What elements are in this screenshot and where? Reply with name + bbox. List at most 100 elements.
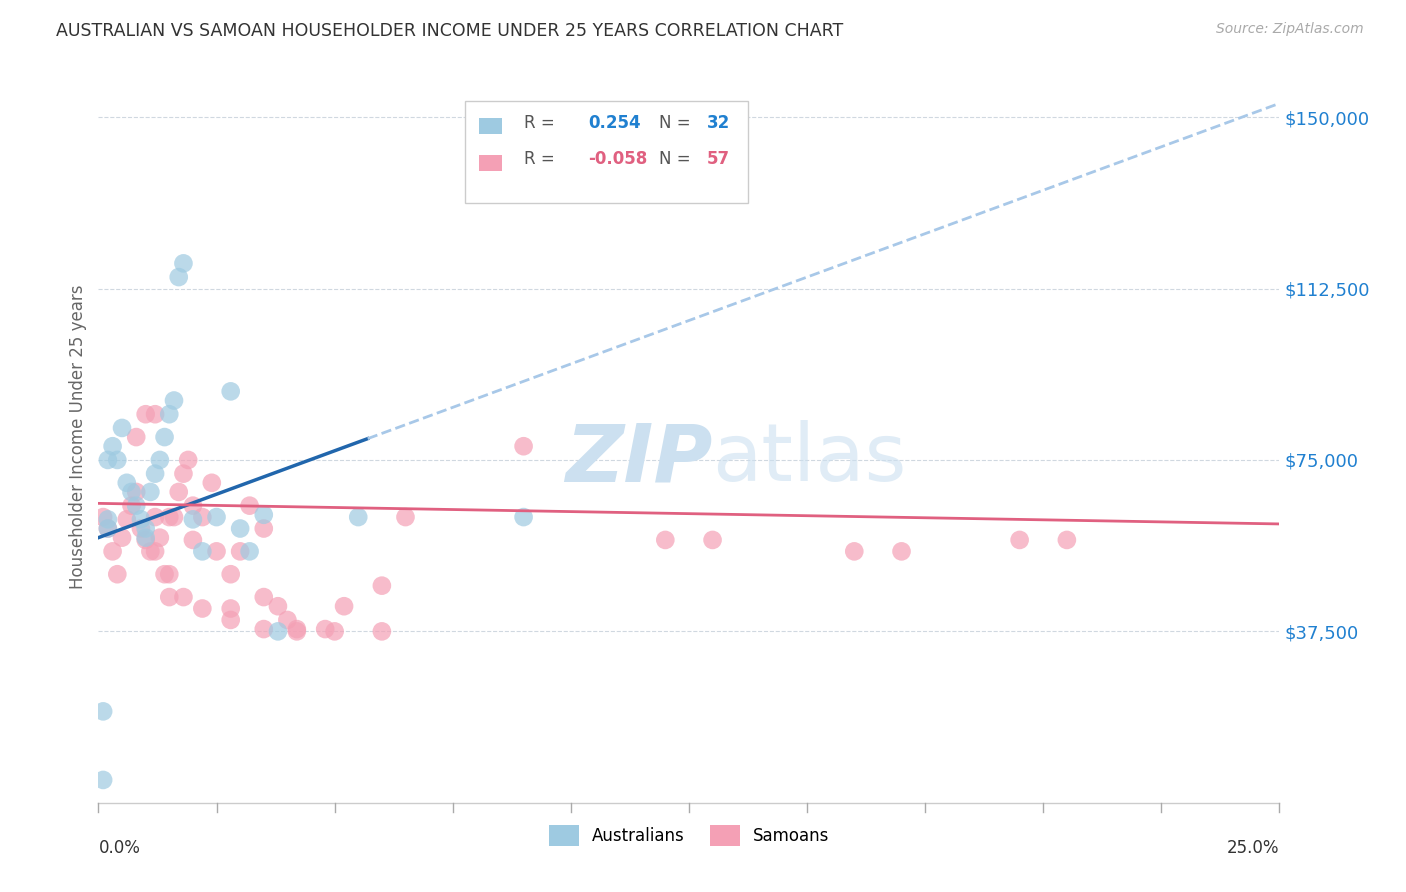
Point [371,579,394,593]
Point [205,544,228,558]
Point [219,384,242,399]
Point [267,599,290,614]
Point [512,510,534,524]
Text: N =: N = [659,113,690,131]
Text: 0.254: 0.254 [589,113,641,131]
Point [181,533,204,547]
Point [157,567,180,582]
Point [157,510,180,524]
Point [143,467,166,481]
Point [135,531,157,545]
Point [105,453,128,467]
Point [654,533,676,547]
Text: ZIP: ZIP [565,420,713,498]
Point [253,622,276,636]
Point [844,544,866,558]
Text: -0.058: -0.058 [589,150,648,168]
Point [172,256,194,270]
FancyBboxPatch shape [464,101,748,203]
FancyBboxPatch shape [478,154,502,171]
Point [97,453,120,467]
Point [181,499,204,513]
Point [91,510,114,524]
Point [157,590,180,604]
Point [115,475,138,490]
Point [115,512,138,526]
Text: 57: 57 [707,150,730,168]
Point [111,421,134,435]
Point [153,567,176,582]
Point [253,521,276,535]
Point [285,622,308,636]
Point [1056,533,1078,547]
Point [129,521,152,535]
Point [239,499,262,513]
Point [239,544,262,558]
Point [205,510,228,524]
Point [139,484,162,499]
Point [191,601,214,615]
Y-axis label: Householder Income Under 25 years: Householder Income Under 25 years [69,285,87,590]
Text: AUSTRALIAN VS SAMOAN HOUSEHOLDER INCOME UNDER 25 YEARS CORRELATION CHART: AUSTRALIAN VS SAMOAN HOUSEHOLDER INCOME … [56,22,844,40]
Point [267,624,290,639]
Text: N =: N = [659,150,690,168]
Point [314,622,336,636]
Point [177,453,200,467]
Point [121,484,143,499]
Point [125,430,148,444]
Point [890,544,912,558]
Point [91,705,114,719]
Point [149,453,172,467]
Point [125,499,148,513]
Text: atlas: atlas [713,420,907,498]
Text: R =: R = [523,150,560,168]
Point [167,484,190,499]
Point [97,521,120,535]
Point [201,475,224,490]
Point [229,521,252,535]
Point [191,510,214,524]
Point [219,613,242,627]
Point [276,613,298,627]
Point [285,624,308,639]
Point [135,533,157,547]
Point [1008,533,1031,547]
Text: 0.0%: 0.0% [98,839,141,857]
Point [143,510,166,524]
Point [172,590,194,604]
Point [219,601,242,615]
Point [121,499,143,513]
Point [97,512,120,526]
Point [163,510,186,524]
Point [323,624,346,639]
Point [219,567,242,582]
Point [111,531,134,545]
Point [101,544,124,558]
Point [163,393,186,408]
Point [101,439,124,453]
Point [191,544,214,558]
Point [253,508,276,522]
Point [97,521,120,535]
Text: 25.0%: 25.0% [1227,839,1279,857]
Point [157,407,180,421]
Point [172,467,194,481]
Point [91,772,114,787]
Point [181,512,204,526]
Point [512,439,534,453]
Point [125,484,148,499]
Point [394,510,416,524]
Point [105,567,128,582]
Point [167,270,190,285]
Point [333,599,356,614]
Point [135,407,157,421]
Point [153,430,176,444]
Text: R =: R = [523,113,560,131]
FancyBboxPatch shape [478,118,502,135]
Point [149,531,172,545]
Point [135,521,157,535]
Point [139,544,162,558]
Point [129,512,152,526]
Text: Source: ZipAtlas.com: Source: ZipAtlas.com [1216,22,1364,37]
Point [143,544,166,558]
